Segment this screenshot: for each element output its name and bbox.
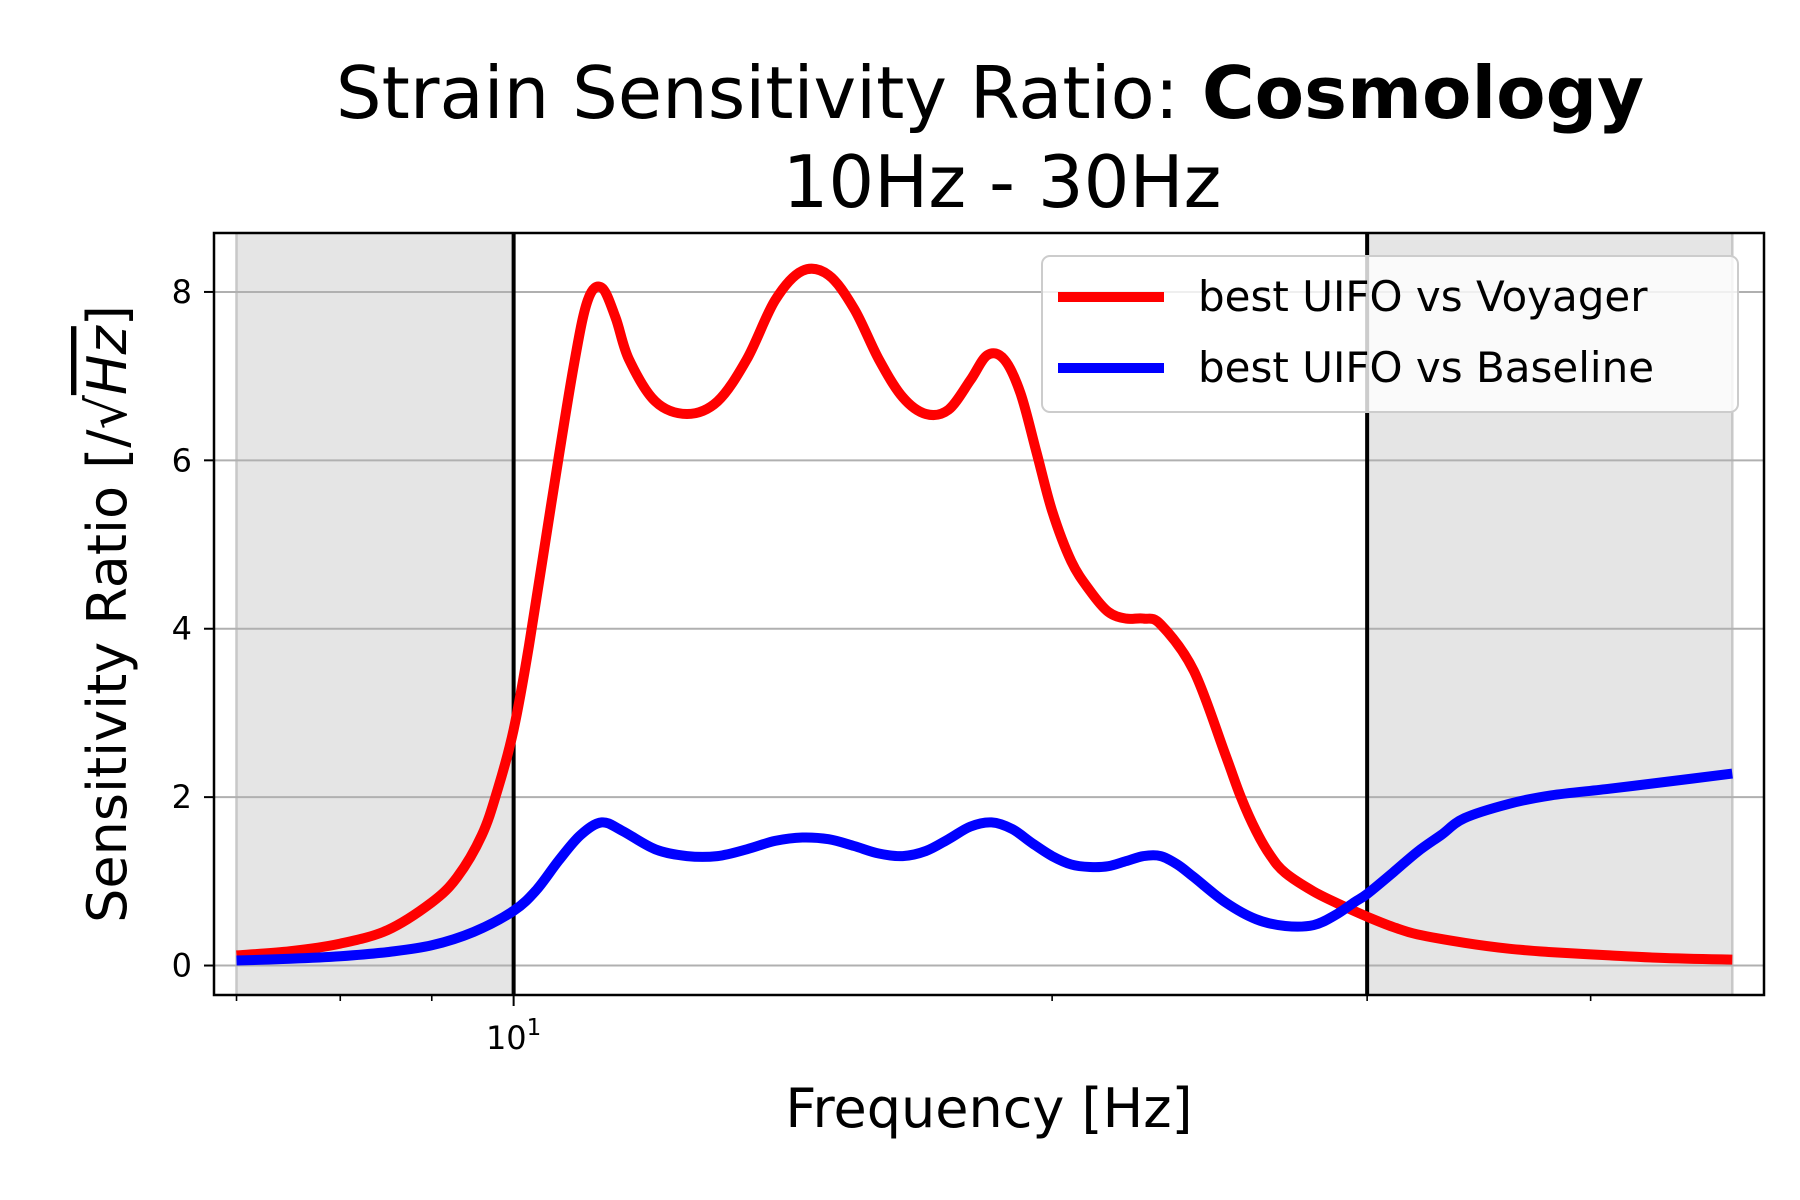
plot-frame (212, 231, 1766, 997)
series-layer (236, 263, 1733, 966)
y-tick-label-4: 4 (172, 610, 192, 648)
legend-label-baseline: best UIFO vs Baseline (1198, 343, 1654, 392)
series-line-0 (236, 263, 1733, 965)
chart-title-prefix: Strain Sensitivity Ratio: (336, 51, 1202, 135)
x-tick-layer: 101 (235, 995, 1592, 1057)
y-tick-label-2: 2 (172, 778, 192, 816)
x-tick-label-10: 101 (486, 1015, 541, 1057)
y-axis-label-unit: Hz (76, 325, 139, 396)
chart-subtitle: 10Hz - 30Hz (783, 140, 1222, 224)
series-line-1 (236, 768, 1733, 966)
y-axis-label-suffix: ] (76, 305, 139, 326)
shaded-region-0 (236, 233, 514, 995)
y-tick-label-8: 8 (172, 273, 192, 311)
chart-title: Strain Sensitivity Ratio: Cosmology (336, 51, 1644, 135)
legend-box (1041, 255, 1739, 413)
legend: best UIFO vs Voyager best UIFO vs Baseli… (1041, 255, 1739, 413)
y-tick-layer: 0 2 4 6 8 (172, 273, 214, 985)
x-tick-label-base: 10 (486, 1019, 527, 1057)
x-axis-label: Frequency [Hz] (785, 1077, 1192, 1140)
y-axis-label: Sensitivity Ratio [/√Hz] (76, 305, 139, 923)
chart-title-bold: Cosmology (1202, 51, 1644, 135)
y-tick-label-6: 6 (172, 441, 192, 479)
x-tick-label-exponent: 1 (527, 1015, 542, 1041)
y-axis-label-sqrt: √ (76, 395, 139, 430)
legend-label-voyager: best UIFO vs Voyager (1198, 272, 1648, 321)
y-tick-label-0: 0 (172, 947, 192, 985)
y-axis-label-prefix: Sensitivity Ratio [/ (76, 429, 139, 923)
